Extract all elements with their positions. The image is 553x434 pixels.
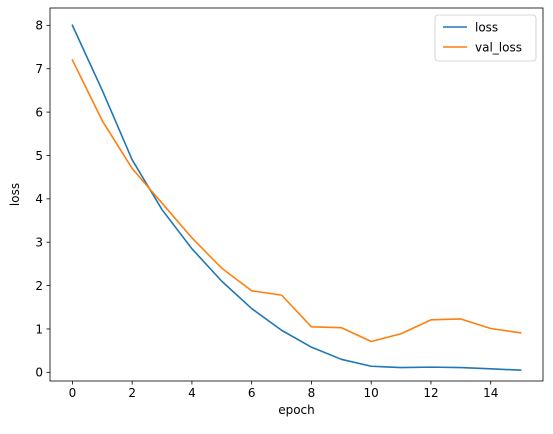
y-tick-label: 8 xyxy=(35,19,43,33)
x-tick-label: 4 xyxy=(188,386,196,400)
y-tick-label: 4 xyxy=(35,192,43,206)
x-tick-label: 14 xyxy=(483,386,498,400)
series-line-val-loss xyxy=(71,58,522,343)
x-tick-label: 0 xyxy=(69,386,77,400)
y-tick-label: 7 xyxy=(35,62,43,76)
series-lines xyxy=(71,24,522,371)
legend: loss val_loss xyxy=(434,14,537,62)
x-tick-label: 8 xyxy=(308,386,316,400)
x-tick-label: 10 xyxy=(364,386,379,400)
y-tick-label: 5 xyxy=(35,149,43,163)
y-tick-label: 3 xyxy=(35,236,43,250)
plot-area xyxy=(49,7,544,382)
legend-label-loss: loss xyxy=(475,20,498,34)
y-axis-label: loss xyxy=(8,183,22,206)
y-tick-label: 6 xyxy=(35,105,43,119)
y-tick-label: 2 xyxy=(35,279,43,293)
x-axis-label: epoch xyxy=(278,403,315,417)
y-tick-label: 0 xyxy=(35,366,43,380)
x-tick-label: 12 xyxy=(423,386,438,400)
x-tick-label: 2 xyxy=(128,386,136,400)
x-tick-label: 6 xyxy=(248,386,256,400)
plot-frame xyxy=(49,7,544,382)
legend-label-val-loss: val_loss xyxy=(475,40,522,54)
y-tick-label: 1 xyxy=(35,322,43,336)
